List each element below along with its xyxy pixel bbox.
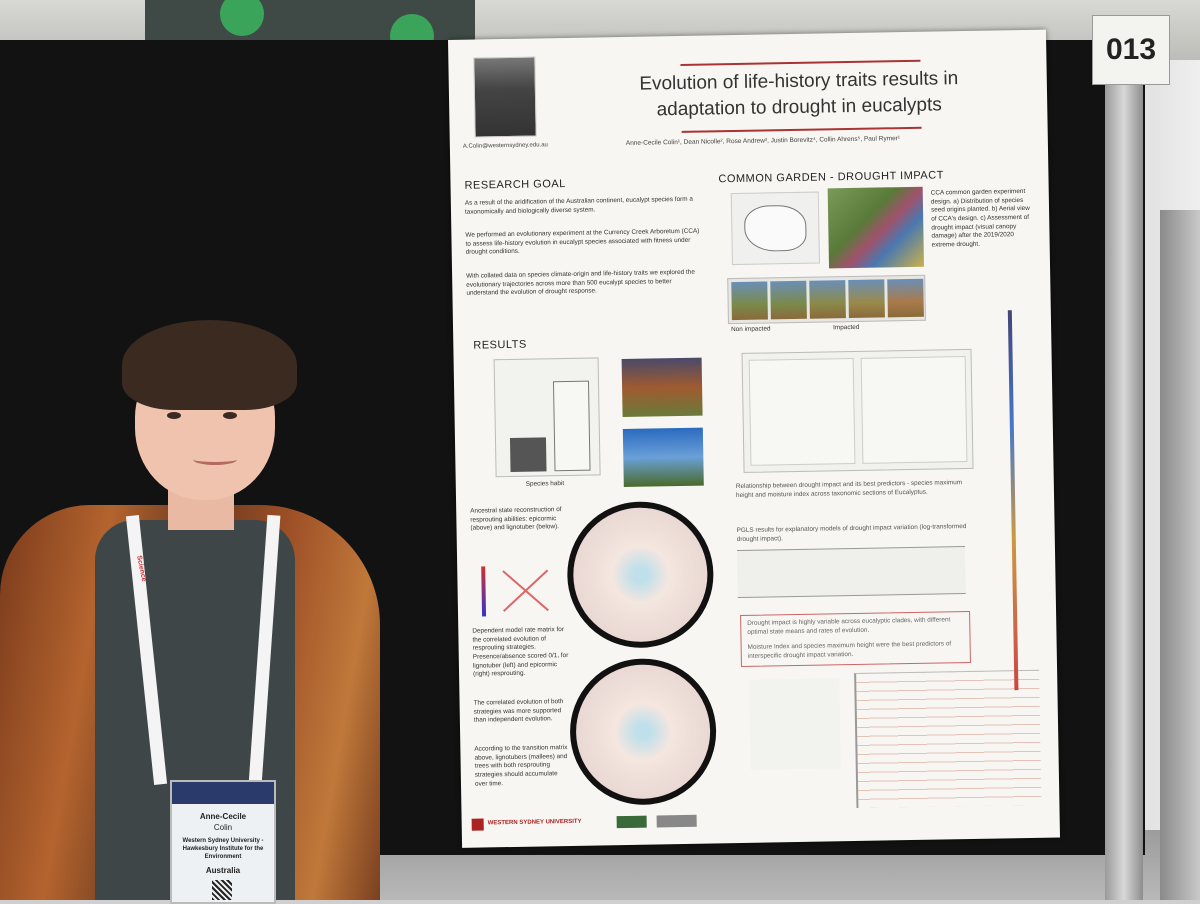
color-scale: [481, 566, 487, 617]
author-email: A.Colin@westernsydney.edu.au: [462, 142, 548, 150]
sponsor-logo: [656, 814, 697, 828]
qr-code-icon: [212, 880, 232, 900]
scatter-panel-moisture: [860, 356, 968, 464]
conclusion-2: Moisture Index and species maximum heigh…: [747, 640, 952, 660]
person-hair: [122, 320, 297, 410]
badge-org-line2: Hawkesbury Institute for the: [182, 846, 264, 852]
label-impacted: Impacted: [833, 323, 860, 332]
sponsor-logo: [616, 815, 647, 829]
poster-title: Evolution of life-history traits results…: [599, 65, 1000, 123]
tree-photo: [887, 278, 924, 318]
conclusion-1: Drought impact is highly variable across…: [747, 616, 951, 636]
research-goal-p3: With collated data on species climate-or…: [466, 268, 695, 297]
common-garden-heading: COMMON GARDEN - DROUGHT IMPACT: [718, 169, 944, 186]
rate-matrix-figure: [473, 563, 554, 622]
pgls-table: [736, 546, 966, 599]
boxplot-box-light: [552, 380, 591, 472]
author-list: Anne-Cecile Colin¹, Dean Nicolle², Rose …: [625, 135, 901, 147]
scatter-plots-figure: [741, 348, 974, 473]
badge-org-line1: Western Sydney University -: [182, 838, 264, 844]
university-name: WESTERN SYDNEY UNIVERSITY: [487, 818, 582, 827]
person-smile: [193, 454, 237, 465]
phylogeny-tree: [854, 669, 1042, 808]
transition-text: According to the transition matrix above…: [474, 744, 568, 788]
pgls-text: PGLS results for explanatory models of d…: [736, 523, 967, 543]
dependent-model-text: Dependent model rate matrix for the corr…: [472, 626, 569, 678]
left-eye: [167, 412, 181, 419]
badge-country: Australia: [205, 866, 241, 875]
ancestral-text: Ancestral state reconstruction of respro…: [470, 506, 562, 532]
tree-photo: [770, 280, 807, 320]
australia-outline: [743, 204, 807, 252]
research-goal-p2: We performed an evolutionary experiment …: [465, 227, 700, 257]
phylogeny-circle-lignotuber: [568, 657, 718, 806]
title-rule-bottom: [681, 126, 922, 133]
title-rule-top: [680, 59, 921, 66]
board-number: 013: [1092, 15, 1170, 85]
label-non-impacted: Non impacted: [731, 325, 771, 334]
badge-last-name: Colin: [213, 823, 233, 832]
badge-header: [172, 782, 274, 804]
results-heading: RESULTS: [473, 338, 527, 352]
common-garden-caption: CCA common garden experiment design. a) …: [930, 187, 1030, 249]
poster-footer: WESTERN SYDNEY UNIVERSITY: [471, 805, 1032, 837]
university-logo-icon: [471, 818, 484, 831]
relationship-text: Relationship between drought impact and …: [735, 479, 963, 499]
leaf-sketch: [749, 678, 841, 770]
boxplot-figure: [493, 357, 601, 478]
author-photo: [473, 56, 537, 138]
tree-color-bar: [1007, 310, 1019, 691]
phylogeny-circle-epicormic: [566, 500, 715, 649]
australia-map: [730, 191, 820, 266]
tree-photo: [848, 279, 885, 319]
research-goal-heading: RESEARCH GOAL: [464, 177, 566, 192]
boxplot-xlabel: Species habit: [525, 480, 565, 488]
landscape-photo-tree: [622, 427, 704, 487]
green-circle-sign: [220, 0, 264, 36]
drought-impact-photos: [727, 274, 926, 325]
tree-photo: [731, 281, 768, 321]
tree-photo: [809, 280, 846, 319]
badge-org-line3: Environment: [204, 854, 242, 860]
right-eye: [223, 412, 237, 419]
name-badge: Anne-Cecile Colin Western Sydney Univers…: [170, 780, 276, 904]
board-frame-right: [1160, 210, 1200, 900]
aerial-view-image: [827, 186, 925, 269]
board-frame-pole: [1105, 80, 1143, 900]
research-goal-p1: As a result of the aridification of the …: [464, 195, 693, 216]
boxplot-box-dark: [509, 437, 547, 472]
research-poster: A.Colin@westernsydney.edu.au Evolution o…: [448, 29, 1061, 848]
scatter-panel-height: [748, 357, 856, 466]
landscape-photo-arid: [621, 357, 703, 418]
conclusion-box: Drought impact is highly variable across…: [740, 610, 971, 667]
badge-first-name: Anne-Cecile: [199, 812, 247, 821]
correlated-text: The correlated evolution of both strateg…: [473, 698, 564, 724]
